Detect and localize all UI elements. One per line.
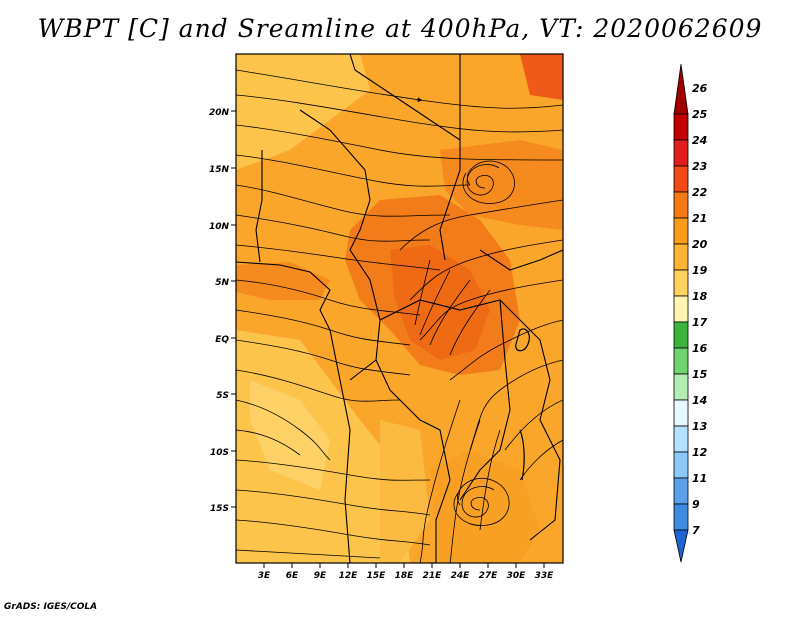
latitude-axis xyxy=(231,110,236,508)
country-borders xyxy=(236,54,563,563)
colorbar-label: 18 xyxy=(692,290,708,303)
colorbar-segment xyxy=(673,295,689,323)
colorbar-segment xyxy=(673,63,689,115)
colorbar-label: 19 xyxy=(692,264,708,277)
lon-label: 9E xyxy=(314,571,327,581)
chart-title: WBPT [C] and Sreamline at 400hPa, VT: 20… xyxy=(37,14,763,43)
map-panel xyxy=(236,54,563,563)
lon-label: 21E xyxy=(423,571,443,581)
lon-label: 15E xyxy=(367,571,387,581)
lat-label: 15S xyxy=(210,504,229,514)
lon-label: 30E xyxy=(507,571,527,581)
colorbar-segment xyxy=(673,451,689,479)
colorbar-label: 15 xyxy=(692,368,708,381)
colorbar-label: 17 xyxy=(692,316,708,329)
colorbar-label: 16 xyxy=(692,342,708,355)
lon-label: 18E xyxy=(395,571,415,581)
colorbar-label: 21 xyxy=(692,212,707,225)
colorbar-label: 25 xyxy=(692,108,708,121)
lon-label: 3E xyxy=(258,571,271,581)
colorbar-label: 9 xyxy=(692,498,700,511)
colorbar-label: 20 xyxy=(692,238,708,251)
lat-label: 10S xyxy=(210,448,229,458)
lon-label: 33E xyxy=(535,571,555,581)
colorbar-segment xyxy=(673,165,689,193)
lat-label: 5N xyxy=(215,278,229,288)
lat-label: 15N xyxy=(209,165,230,175)
colorbar-segment xyxy=(673,399,689,427)
colorbar-label: 26 xyxy=(692,82,708,95)
colorbar-label: 23 xyxy=(692,160,708,173)
lon-label: 6E xyxy=(286,571,299,581)
colorbar-label: 11 xyxy=(692,472,707,485)
colorbar-segment xyxy=(673,425,689,453)
colorbar-label: 22 xyxy=(692,186,708,199)
colorbar-label: 13 xyxy=(692,420,708,433)
colorbar-segment xyxy=(673,243,689,271)
colorbar xyxy=(673,63,689,563)
lon-label: 27E xyxy=(479,571,499,581)
streamlines xyxy=(236,69,563,563)
lon-label: 12E xyxy=(339,571,359,581)
map-frame xyxy=(235,53,564,564)
colorbar-label: 12 xyxy=(692,446,708,459)
colorbar-segment xyxy=(673,139,689,167)
colorbar-segment xyxy=(673,269,689,297)
lat-label: EQ xyxy=(215,335,229,345)
colorbar-segment xyxy=(673,503,689,531)
colorbar-segment xyxy=(673,529,689,563)
colorbar-segment xyxy=(673,113,689,141)
colorbar-segment xyxy=(673,373,689,401)
colorbar-label: 24 xyxy=(692,134,707,147)
colorbar-segment xyxy=(673,347,689,375)
lon-label: 24E xyxy=(451,571,471,581)
colorbar-segment xyxy=(673,321,689,349)
lat-label: 20N xyxy=(209,108,230,118)
colorbar-label: 14 xyxy=(692,394,707,407)
colorbar-segment xyxy=(673,217,689,245)
lat-label: 5S xyxy=(216,391,229,401)
colorbar-segment xyxy=(673,477,689,505)
footer-credit: GrADS: IGES/COLA xyxy=(4,602,98,612)
colorbar-segment xyxy=(673,191,689,219)
lat-label: 10N xyxy=(209,222,230,232)
longitude-axis xyxy=(263,563,545,568)
colorbar-label: 7 xyxy=(692,524,700,537)
